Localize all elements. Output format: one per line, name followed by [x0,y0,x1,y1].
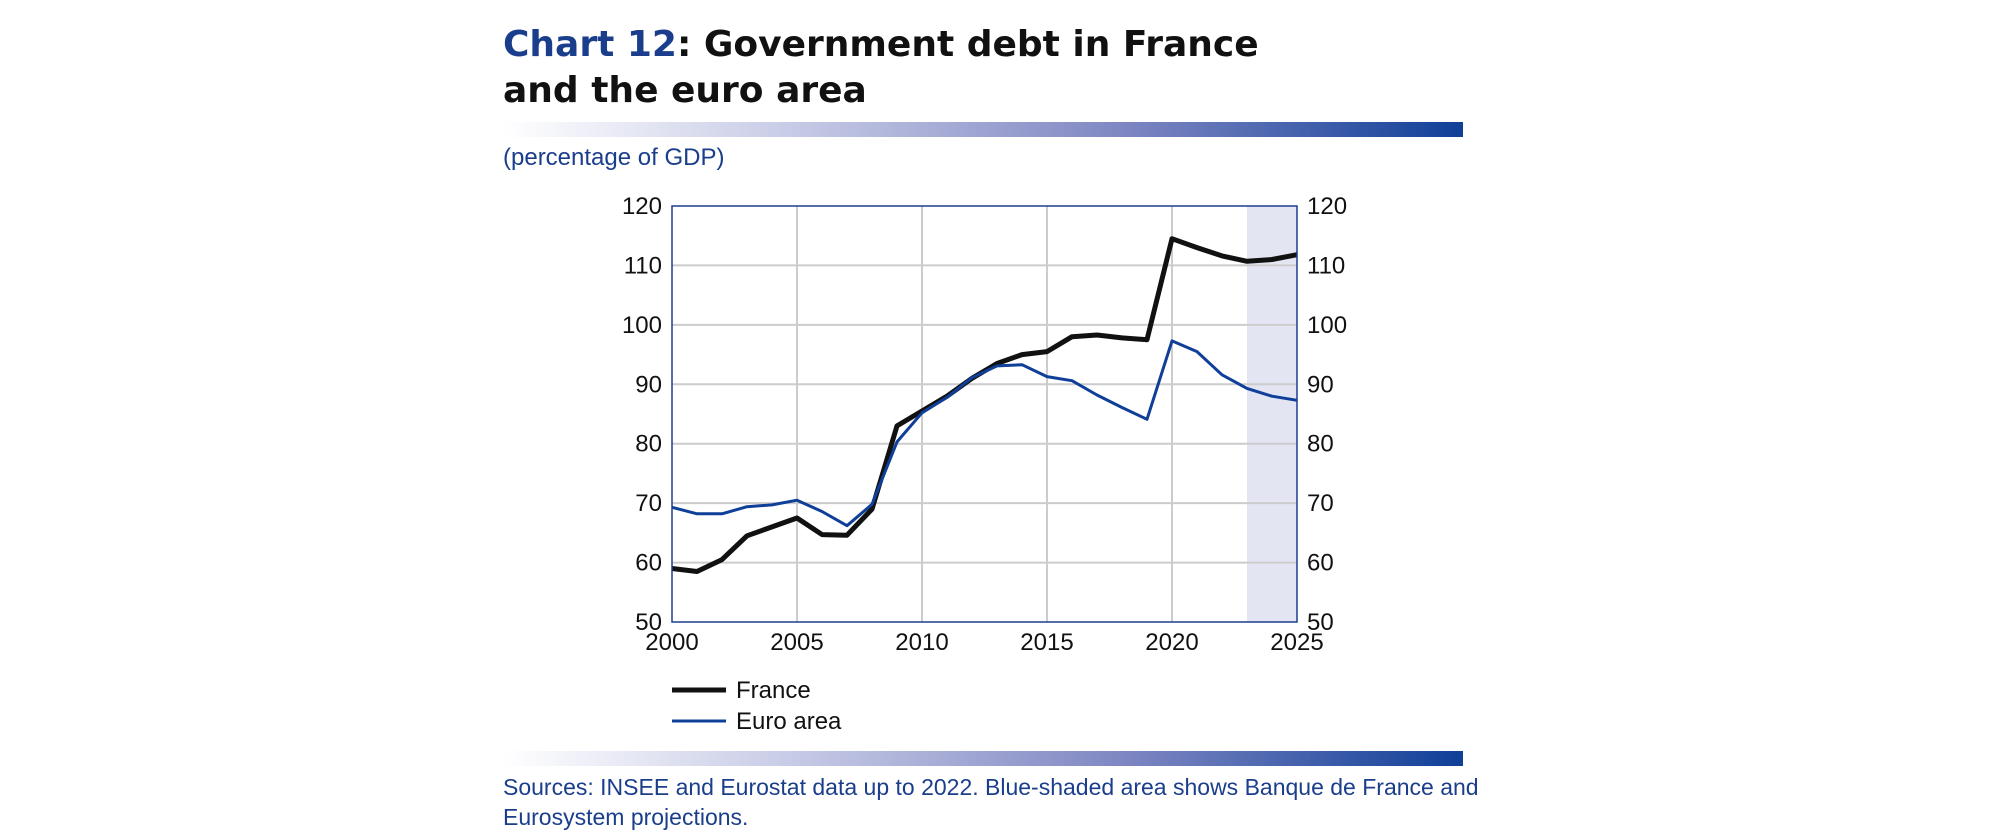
y-tick-label-right: 50 [1307,609,1334,636]
series-line-euro-area [671,339,1298,528]
y-tick-label-left: 60 [635,550,662,577]
legend-label-france: France [736,677,811,704]
y-tick-label-left: 100 [622,312,662,339]
tick-labels: 50 50 60 60 70 70 80 80 90 90 100 100 110 110 120 120 20… [622,193,1347,656]
y-tick-label-right: 110 [1307,252,1345,279]
x-tick-label: 2000 [645,629,698,656]
chart-title-text: : Government debt in France and the euro… [503,24,1259,111]
series-lines [671,236,1298,574]
gridlines [672,206,1297,622]
legend: France Euro area [672,677,842,735]
y-tick-label-right: 100 [1307,312,1347,339]
y-tick-label-right: 60 [1307,550,1334,577]
y-tick-label-left: 120 [622,193,662,220]
legend-label-euro-area: Euro area [736,708,842,735]
chart-number: Chart 12 [503,24,677,65]
plot-border [671,205,1298,623]
title-divider [503,122,1463,137]
projection-shade-layer [1247,206,1297,622]
y-tick-label-right: 70 [1307,490,1334,517]
x-tick-label: 2015 [1020,629,1073,656]
chart-title: Chart 12: Government debt in France and … [503,22,1483,114]
series-line-france [671,236,1298,574]
y-tick-label-left: 50 [635,609,662,636]
units-label: (percentage of GDP) [503,144,725,171]
y-tick-label-right: 90 [1307,371,1334,398]
projection-shaded-area [1247,206,1297,622]
y-tick-label-left: 110 [624,252,662,279]
y-tick-label-right: 80 [1307,431,1334,458]
y-tick-label-left: 80 [635,431,662,458]
footer-divider [503,751,1463,766]
y-tick-label-left: 90 [635,371,662,398]
x-tick-label: 2010 [895,629,948,656]
source-note: Sources: INSEE and Eurostat data up to 2… [503,774,1479,830]
plot-frame [671,205,1298,623]
x-tick-label: 2020 [1145,629,1198,656]
x-tick-label: 2005 [770,629,823,656]
y-tick-label-left: 70 [635,490,662,517]
y-tick-label-right: 120 [1307,193,1347,220]
x-tick-label: 2025 [1270,629,1323,656]
